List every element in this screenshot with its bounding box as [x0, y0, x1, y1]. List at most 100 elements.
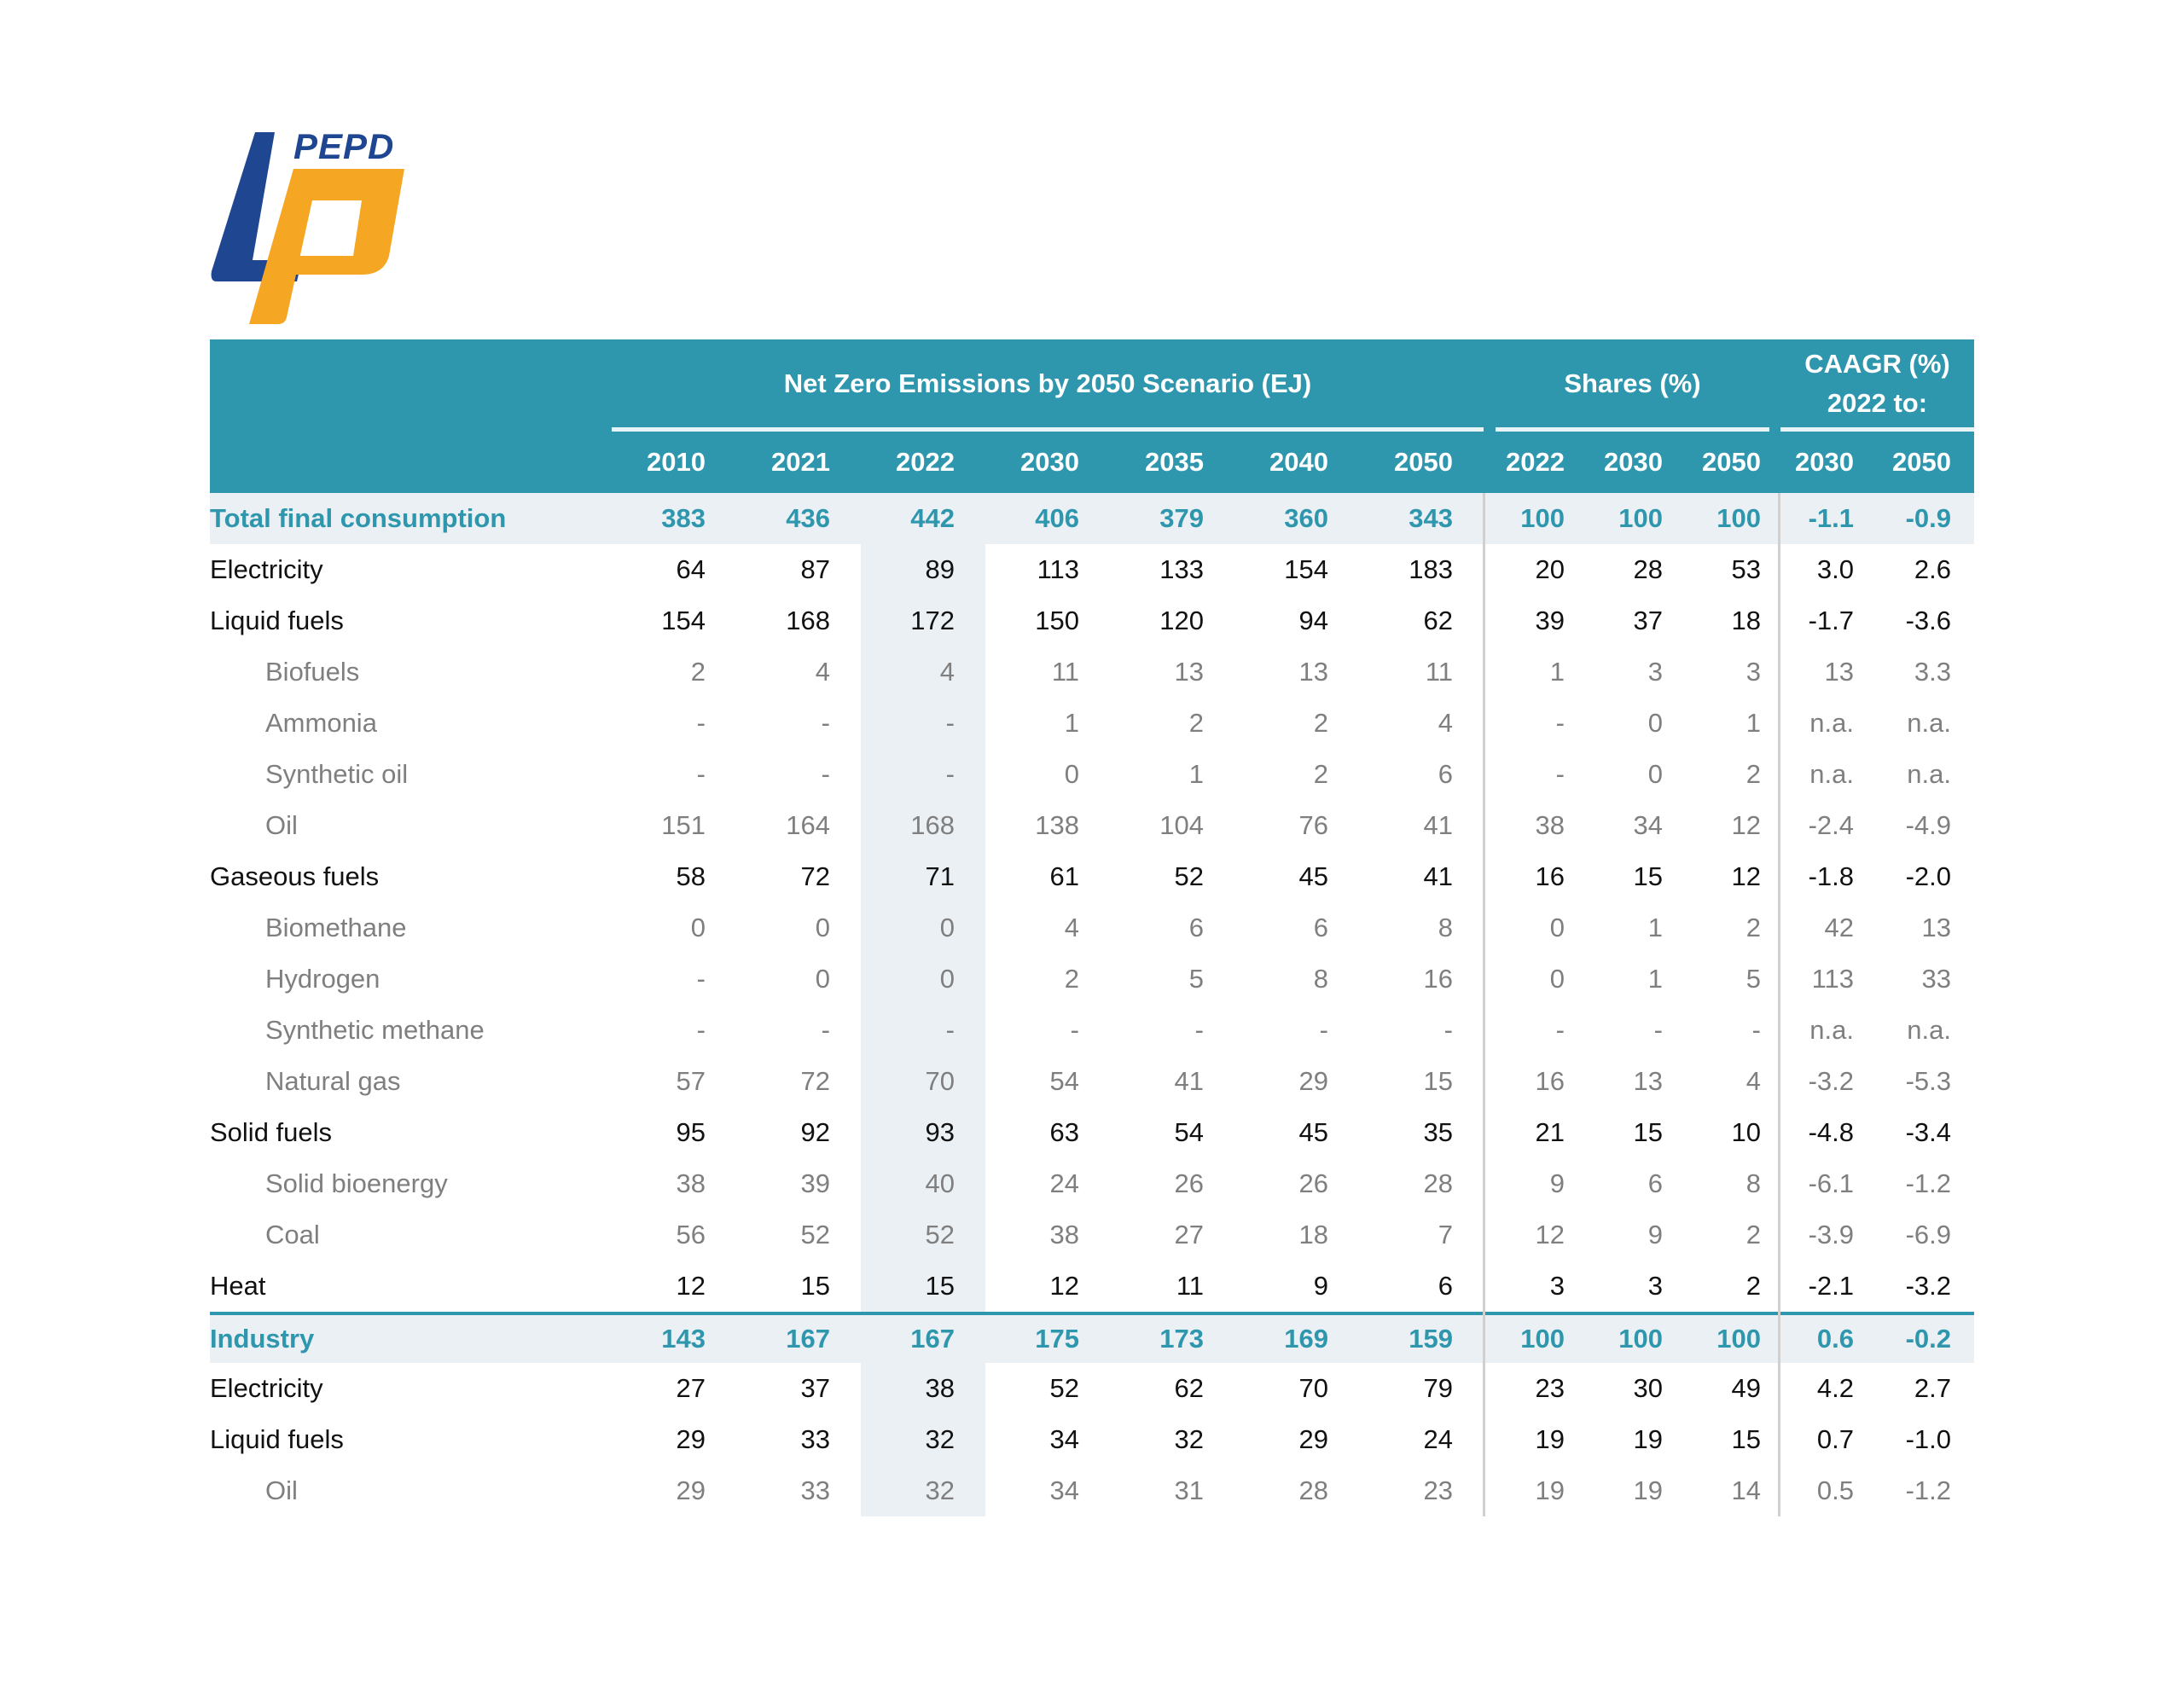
cell-values-2030: - [1070, 1015, 1079, 1045]
cell-values-2040: 29 [1298, 1424, 1328, 1454]
cell-values-2030: 38 [1049, 1220, 1079, 1249]
cell-shares-2022: 3 [1549, 1271, 1565, 1301]
cell-caagr-2050: -4.9 [1905, 810, 1951, 840]
cell-shares-2022: 19 [1535, 1424, 1565, 1454]
cell-values-2022: 167 [910, 1324, 955, 1354]
cell-values-2010: 2 [690, 657, 706, 687]
cell-caagr-2030: 0.6 [1816, 1324, 1854, 1354]
cell-values-2010: 27 [676, 1373, 706, 1403]
year-header-values-2030: 2030 [1020, 447, 1079, 477]
cell-values-2030: 11 [1051, 657, 1079, 687]
table-row-total: Total final consumption 383 436 442 406 379 36… [210, 493, 1974, 544]
cell-caagr-2030: 13 [1824, 657, 1854, 687]
cell-values-2021: - [821, 708, 830, 738]
cell-values-2030: 63 [1049, 1117, 1079, 1147]
cell-values-2022: 172 [861, 595, 985, 646]
cell-shares-2030: 6 [1647, 1168, 1663, 1198]
cell-values-2030: 175 [1035, 1324, 1079, 1354]
cell-shares-2022: 16 [1535, 861, 1565, 891]
cell-values-2050: - [1443, 1015, 1453, 1045]
cell-values-2010: 95 [676, 1117, 706, 1147]
row-label: Hydrogen [265, 964, 380, 994]
cell-shares-2022: 23 [1535, 1373, 1565, 1403]
cell-values-2035: 31 [1174, 1475, 1204, 1505]
cell-shares-2050: 49 [1731, 1373, 1761, 1403]
cell-shares-2050: 1 [1745, 708, 1761, 738]
table-row: Heat 12 15 15 12 11 9 6 3 3 2 -2.1 -3.2 [210, 1261, 1974, 1312]
year-header-values-2022: 2022 [896, 447, 955, 477]
cell-values-2040: 154 [1284, 554, 1328, 584]
cell-values-2050: 7 [1438, 1220, 1453, 1249]
row-label: Coal [265, 1220, 320, 1249]
cell-shares-2050: 2 [1745, 759, 1761, 789]
row-label: Natural gas [265, 1066, 401, 1096]
cell-values-2030: 406 [1035, 503, 1079, 533]
cell-values-2022: 52 [861, 1209, 985, 1261]
cell-shares-2022: 21 [1535, 1117, 1565, 1147]
cell-values-2021: 33 [800, 1475, 830, 1505]
table-row: Liquid fuels 29 33 32 34 32 29 24 19 19 15 0.7 -1.0 [210, 1414, 1974, 1465]
cell-values-2050: 79 [1423, 1373, 1453, 1403]
cell-values-2035: - [1194, 1015, 1204, 1045]
year-header-shares-2050: 2050 [1702, 447, 1761, 477]
table-row: Oil 151 164 168 138 104 76 41 38 34 12 -2.4 -4.9 [210, 800, 1974, 851]
cell-shares-2022: 100 [1520, 503, 1565, 533]
cell-values-2010: 154 [661, 606, 706, 635]
cell-values-2021: 168 [786, 606, 830, 635]
cell-caagr-2030: -4.8 [1808, 1117, 1854, 1147]
row-label: Heat [210, 1271, 266, 1301]
cell-caagr-2050: 13 [1921, 913, 1951, 942]
year-header-caagr-2030: 2030 [1795, 447, 1854, 477]
cell-shares-2050: 10 [1731, 1117, 1761, 1147]
cell-shares-2030: 28 [1633, 554, 1663, 584]
cell-caagr-2030: 0.5 [1816, 1475, 1854, 1505]
cell-caagr-2050: -3.4 [1905, 1117, 1951, 1147]
cell-values-2050: 41 [1423, 861, 1453, 891]
cell-values-2021: 52 [800, 1220, 830, 1249]
cell-shares-2030: 3 [1647, 657, 1663, 687]
logo-mark [211, 132, 404, 324]
table-row: Electricity 64 87 89 113 133 154 183 20 28 53 3.0 2.… [210, 544, 1974, 595]
cell-caagr-2030: -3.2 [1808, 1066, 1854, 1096]
cell-shares-2022: 1 [1549, 657, 1565, 687]
cell-caagr-2050: n.a. [1907, 708, 1951, 738]
cell-shares-2022: 100 [1520, 1324, 1565, 1354]
cell-values-2021: 39 [800, 1168, 830, 1198]
cell-values-2022: 0 [861, 954, 985, 1005]
year-header-shares-2030: 2030 [1604, 447, 1663, 477]
cell-shares-2050: 14 [1731, 1475, 1761, 1505]
table-row: Synthetic oil - - - 0 1 2 6 - 0 2 n.a. n.a. [210, 749, 1974, 800]
cell-values-2040: 29 [1298, 1066, 1328, 1096]
cell-values-2022: 0 [861, 902, 985, 954]
cell-shares-2030: 100 [1618, 1324, 1663, 1354]
cell-values-2021: 37 [800, 1373, 830, 1403]
cell-values-2010: 151 [661, 810, 706, 840]
cell-values-2030: 138 [1035, 810, 1079, 840]
cell-shares-2022: - [1555, 1015, 1565, 1045]
cell-shares-2050: 100 [1716, 503, 1761, 533]
cell-values-2010: 29 [676, 1475, 706, 1505]
cell-values-2021: 15 [800, 1271, 830, 1301]
cell-caagr-2030: n.a. [1809, 759, 1854, 789]
table-row: Ammonia - - - 1 2 2 4 - 0 1 n.a. n.a. [210, 698, 1974, 749]
cell-caagr-2050: -1.2 [1905, 1475, 1951, 1505]
cell-shares-2030: 19 [1633, 1475, 1663, 1505]
cell-values-2022: 15 [861, 1261, 985, 1312]
cell-values-2010: - [696, 708, 706, 738]
cell-shares-2022: 19 [1535, 1475, 1565, 1505]
cell-caagr-2030: -1.7 [1808, 606, 1854, 635]
cell-caagr-2050: 2.6 [1914, 554, 1951, 584]
cell-shares-2030: 100 [1618, 503, 1663, 533]
divider-shares [1483, 493, 1485, 1516]
cell-values-2040: 6 [1313, 913, 1328, 942]
cell-caagr-2030: -1.1 [1808, 503, 1854, 533]
cell-shares-2022: 39 [1535, 606, 1565, 635]
caagr-subtitle: 2022 to: [1827, 387, 1928, 418]
cell-shares-2050: 18 [1731, 606, 1761, 635]
row-label: Synthetic methane [265, 1015, 485, 1045]
cell-values-2022: 70 [861, 1056, 985, 1107]
cell-values-2030: 4 [1064, 913, 1079, 942]
cell-values-2035: 2 [1188, 708, 1204, 738]
cell-values-2035: 379 [1159, 503, 1204, 533]
cell-shares-2030: 0 [1647, 708, 1663, 738]
